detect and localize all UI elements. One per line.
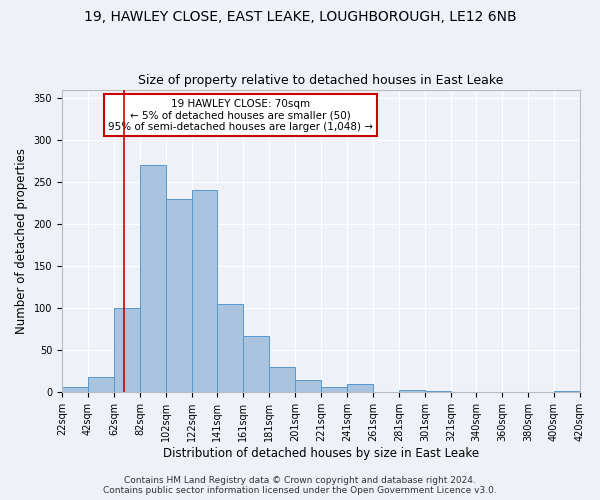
X-axis label: Distribution of detached houses by size in East Leake: Distribution of detached houses by size … [163,447,479,460]
Bar [62,388,88,392]
Bar [321,388,347,392]
Text: 19 HAWLEY CLOSE: 70sqm
← 5% of detached houses are smaller (50)
95% of semi-deta: 19 HAWLEY CLOSE: 70sqm ← 5% of detached … [108,98,373,132]
Bar [347,384,373,392]
Bar [114,308,140,392]
Bar [269,367,295,392]
Bar [88,377,114,392]
Title: Size of property relative to detached houses in East Leake: Size of property relative to detached ho… [138,74,503,87]
Bar [295,380,321,392]
Text: Contains HM Land Registry data © Crown copyright and database right 2024.
Contai: Contains HM Land Registry data © Crown c… [103,476,497,495]
Bar [217,304,243,392]
Bar [192,190,217,392]
Bar [140,166,166,392]
Bar [166,199,192,392]
Bar [554,390,580,392]
Bar [399,390,425,392]
Y-axis label: Number of detached properties: Number of detached properties [15,148,28,334]
Bar [243,336,269,392]
Text: 19, HAWLEY CLOSE, EAST LEAKE, LOUGHBOROUGH, LE12 6NB: 19, HAWLEY CLOSE, EAST LEAKE, LOUGHBOROU… [83,10,517,24]
Bar [425,390,451,392]
